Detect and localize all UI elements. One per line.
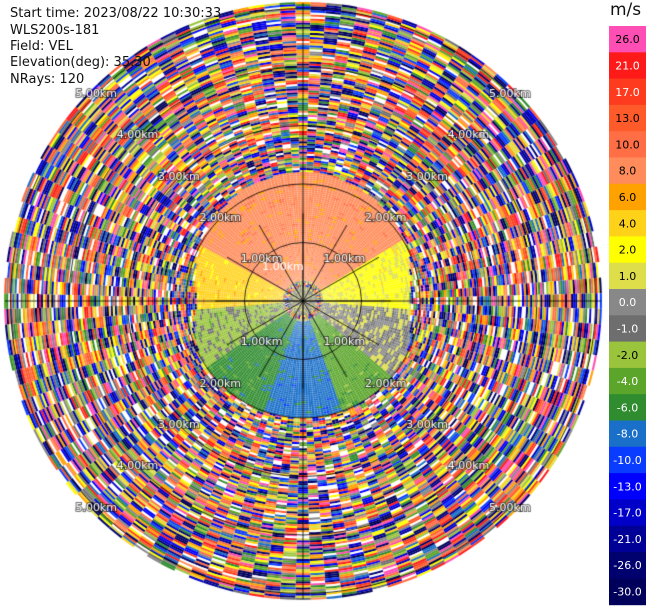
colorbar-segment bbox=[609, 210, 646, 237]
colorbar-segment bbox=[609, 315, 646, 343]
colorbar-tick-label: -26.0 bbox=[613, 559, 641, 572]
colorbar-segment bbox=[609, 131, 646, 159]
colorbar-tick-label: 1.0 bbox=[619, 270, 637, 283]
elevation-label: Elevation(deg): 35.30 bbox=[10, 55, 151, 70]
colorbar-segment bbox=[609, 499, 646, 527]
colorbar-tick-label: -30.0 bbox=[613, 585, 641, 598]
colorbar-tick-label: 4.0 bbox=[619, 217, 637, 230]
colorbar-tick-label: 2.0 bbox=[619, 244, 637, 257]
nrays-label: NRays: 120 bbox=[10, 72, 85, 87]
colorbar-tick-label: -10.0 bbox=[613, 454, 641, 467]
colorbar-tick-label: 0.0 bbox=[619, 296, 637, 309]
colorbar-tick-label: 10.0 bbox=[615, 138, 640, 151]
colorbar-tick-label: -6.0 bbox=[617, 401, 638, 414]
colorbar-tick-label: 13.0 bbox=[615, 112, 640, 125]
colorbar-tick-label: -2.0 bbox=[617, 349, 638, 362]
colorbar-segment bbox=[609, 552, 646, 579]
colorbar-tick-label: 21.0 bbox=[615, 59, 640, 72]
colorbar-tick-label: -21.0 bbox=[613, 533, 641, 546]
colorbar-tick-label: 26.0 bbox=[615, 33, 640, 46]
colorbar-unit: m/s bbox=[610, 0, 642, 20]
colorbar-segment bbox=[609, 420, 646, 448]
colorbar-segment bbox=[609, 78, 646, 106]
colorbar-segment bbox=[609, 52, 646, 80]
colorbar-segment bbox=[609, 183, 646, 211]
instrument-label: WLS200s-181 bbox=[10, 23, 100, 38]
colorbar-segment bbox=[609, 525, 646, 553]
colorbar-segment bbox=[609, 104, 646, 132]
colorbar-segment bbox=[609, 157, 646, 185]
colorbar-tick-label: -1.0 bbox=[617, 322, 638, 335]
colorbar-segment bbox=[609, 446, 646, 474]
colorbar-segment bbox=[609, 367, 646, 395]
colorbar-tick-label: -8.0 bbox=[617, 428, 638, 441]
colorbar-segment bbox=[609, 289, 646, 316]
colorbar-segment bbox=[609, 578, 646, 606]
field-label: Field: VEL bbox=[10, 39, 73, 54]
colorbar-tick-label: 6.0 bbox=[619, 191, 637, 204]
colorbar-segment bbox=[609, 262, 646, 290]
colorbar-tick-label: 8.0 bbox=[619, 165, 637, 178]
colorbar-segment bbox=[609, 26, 646, 53]
colorbar-segment bbox=[609, 394, 646, 422]
start-time-label: Start time: 2023/08/22 10:30:33 bbox=[10, 6, 222, 21]
colorbar-tick-label: -17.0 bbox=[613, 507, 641, 520]
colorbar-tick-label: 17.0 bbox=[615, 86, 640, 99]
colorbar-segment bbox=[609, 236, 646, 264]
colorbar-segment bbox=[609, 473, 646, 500]
colorbar-segment bbox=[609, 341, 646, 369]
colorbar-tick-label: -4.0 bbox=[617, 375, 638, 388]
colorbar-tick-label: -13.0 bbox=[613, 480, 641, 493]
